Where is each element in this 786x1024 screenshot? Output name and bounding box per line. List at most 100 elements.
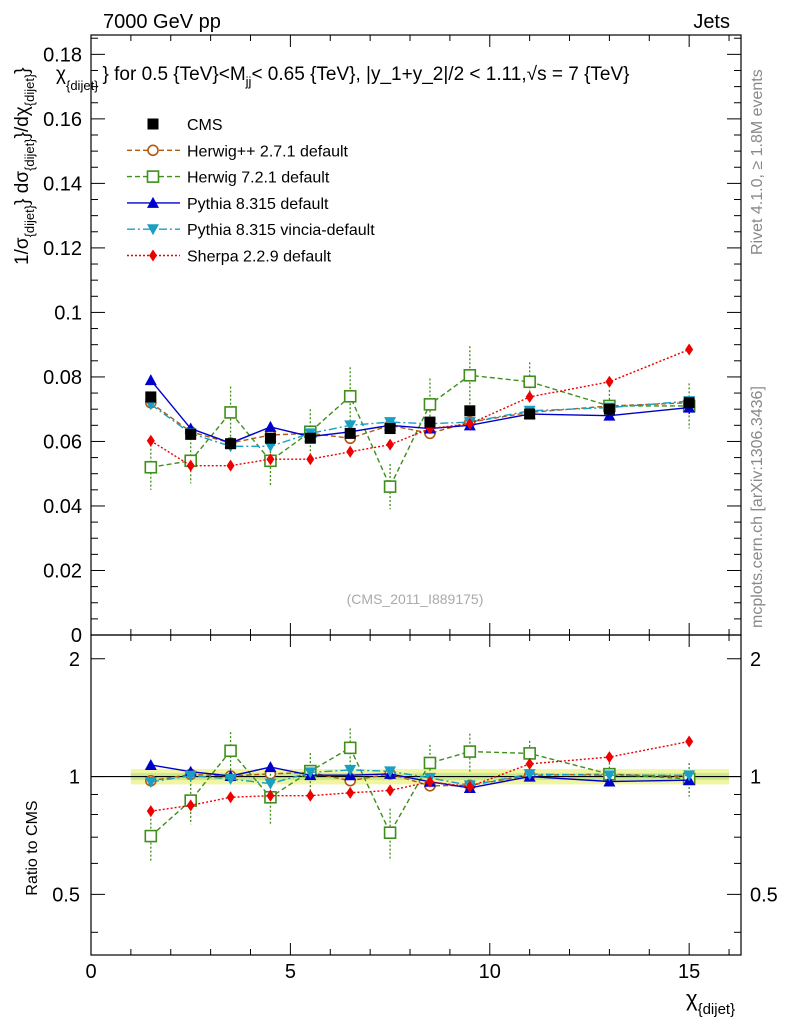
data-point xyxy=(523,375,536,389)
legend-label: Pythia 8.315 vincia-default xyxy=(187,222,375,239)
legend-label: Herwig 7.2.1 default xyxy=(187,170,330,187)
legend-marker xyxy=(147,144,159,157)
legend-label: Herwig++ 2.7.1 default xyxy=(187,143,349,160)
ratio-point xyxy=(463,745,477,758)
ratio-point xyxy=(465,780,474,793)
header-process-label: Jets xyxy=(693,11,730,33)
ratio-point xyxy=(344,764,357,776)
data-point xyxy=(306,453,315,466)
legend-entry: Herwig 7.2.1 default xyxy=(127,170,330,187)
legend-label: CMS xyxy=(187,117,223,134)
y-tick-label: 0 xyxy=(71,625,82,647)
y-axis-label: 1/σ{dijet}} dσ{dijet}}/dχ{dijet}} xyxy=(12,67,37,265)
legend-marker xyxy=(149,249,157,262)
ratio-point xyxy=(224,773,237,785)
plot-title: χ{dijet}} for 0.5 {TeV}<Mjj< 0.65 {TeV},… xyxy=(56,64,630,93)
legend-entry: Pythia 8.315 vincia-default xyxy=(127,222,375,239)
ratio-point xyxy=(343,741,357,755)
y-tick-label: 0.08 xyxy=(43,367,82,389)
data-point xyxy=(144,460,158,474)
data-point xyxy=(343,389,357,403)
ratio-point xyxy=(685,735,694,748)
data-point xyxy=(423,398,437,411)
data-point xyxy=(226,459,235,472)
ratio-tick-label: 0.5 xyxy=(52,884,80,906)
series-4 xyxy=(146,343,694,472)
legend-entry: Herwig++ 2.7.1 default xyxy=(127,143,349,160)
header-energy-label: 7000 GeV pp xyxy=(103,11,221,33)
mcplots-label: mcplots.cern.ch [arXiv:1306.3436] xyxy=(749,386,766,628)
analysis-watermark: (CMS_2011_I889175) xyxy=(347,591,484,607)
ratio-point xyxy=(186,799,195,812)
cms-data-point xyxy=(683,397,695,409)
ratio-line xyxy=(150,769,690,787)
data-point xyxy=(383,480,397,493)
y-tick-label: 0.16 xyxy=(43,109,82,131)
x-tick-label: 5 xyxy=(285,961,296,983)
legend-marker xyxy=(147,224,159,236)
data-point xyxy=(465,417,474,430)
ratio-point xyxy=(603,770,616,782)
ratio-point xyxy=(425,775,434,788)
cms-data-point xyxy=(524,408,536,420)
data-point xyxy=(266,453,275,466)
ratio-point xyxy=(226,791,235,804)
data-point xyxy=(344,420,357,432)
data-point xyxy=(224,406,237,419)
ratio-tick-label: 1 xyxy=(69,767,80,789)
rivet-version-label: Rivet 4.1.0, ≥ 1.8M events xyxy=(749,69,766,255)
data-point xyxy=(264,420,277,432)
ratio-point xyxy=(306,789,315,802)
ratio-point xyxy=(523,769,536,781)
ratio-axis-label: Ratio to CMS xyxy=(24,800,41,895)
data-point xyxy=(144,374,157,386)
ratio-point xyxy=(224,744,237,758)
cms-data-point xyxy=(424,416,436,428)
ratio-series-layer xyxy=(144,728,696,861)
cms-data-point xyxy=(225,438,237,450)
y-tick-label: 0.02 xyxy=(43,560,82,582)
legend-marker xyxy=(147,118,159,130)
data-point xyxy=(384,417,397,429)
cms-data-point xyxy=(384,423,396,435)
ratio-series-4 xyxy=(146,735,694,818)
cms-data-point xyxy=(603,403,615,415)
data-point xyxy=(186,459,195,472)
ratio-point xyxy=(384,766,397,778)
data-point xyxy=(264,441,277,453)
ratio-axis-ticks: 0.5 0.5 1 1 2 2 xyxy=(52,649,778,933)
legend: CMS Herwig++ 2.7.1 default Herwig 7.2.1 de… xyxy=(127,117,375,266)
y-tick-label: 0.04 xyxy=(43,496,82,518)
x-tick-label: 15 xyxy=(678,961,700,983)
ratio-point xyxy=(264,778,277,790)
ratio-point xyxy=(383,826,397,839)
ratio-series-1 xyxy=(144,728,696,861)
legend-label: Sherpa 2.2.9 default xyxy=(187,249,332,266)
ratio-plot-frame xyxy=(90,634,742,956)
data-point xyxy=(603,409,616,421)
series-line xyxy=(150,379,690,444)
ratio-series-3 xyxy=(144,764,696,792)
ratio-point xyxy=(304,767,317,779)
data-point xyxy=(386,438,395,451)
y-tick-label: 0.1 xyxy=(54,302,82,324)
ratio-point xyxy=(266,789,275,802)
ratio-tick-label-right: 2 xyxy=(750,649,761,671)
series-line xyxy=(150,348,690,467)
ratio-point xyxy=(146,805,155,818)
y-tick-label: 0.18 xyxy=(43,44,82,66)
ratio-point xyxy=(386,784,395,797)
ratio-point xyxy=(144,829,158,843)
ratio-point xyxy=(523,747,536,760)
data-point xyxy=(685,343,694,356)
legend-marker xyxy=(147,196,159,208)
main-series-layer xyxy=(144,343,696,510)
legend-entry: Sherpa 2.2.9 default xyxy=(127,249,332,266)
y-tick-label: 0.06 xyxy=(43,431,82,453)
ratio-point xyxy=(525,757,534,770)
data-point xyxy=(146,434,155,447)
main-axis-ticks: 0 5 10 15 0 0.02 0.04 0.06 0.08 0.1 0.12 0.14 0.16 0.… xyxy=(43,35,741,983)
legend-entry: CMS xyxy=(147,117,223,134)
cms-data-point xyxy=(344,427,356,439)
